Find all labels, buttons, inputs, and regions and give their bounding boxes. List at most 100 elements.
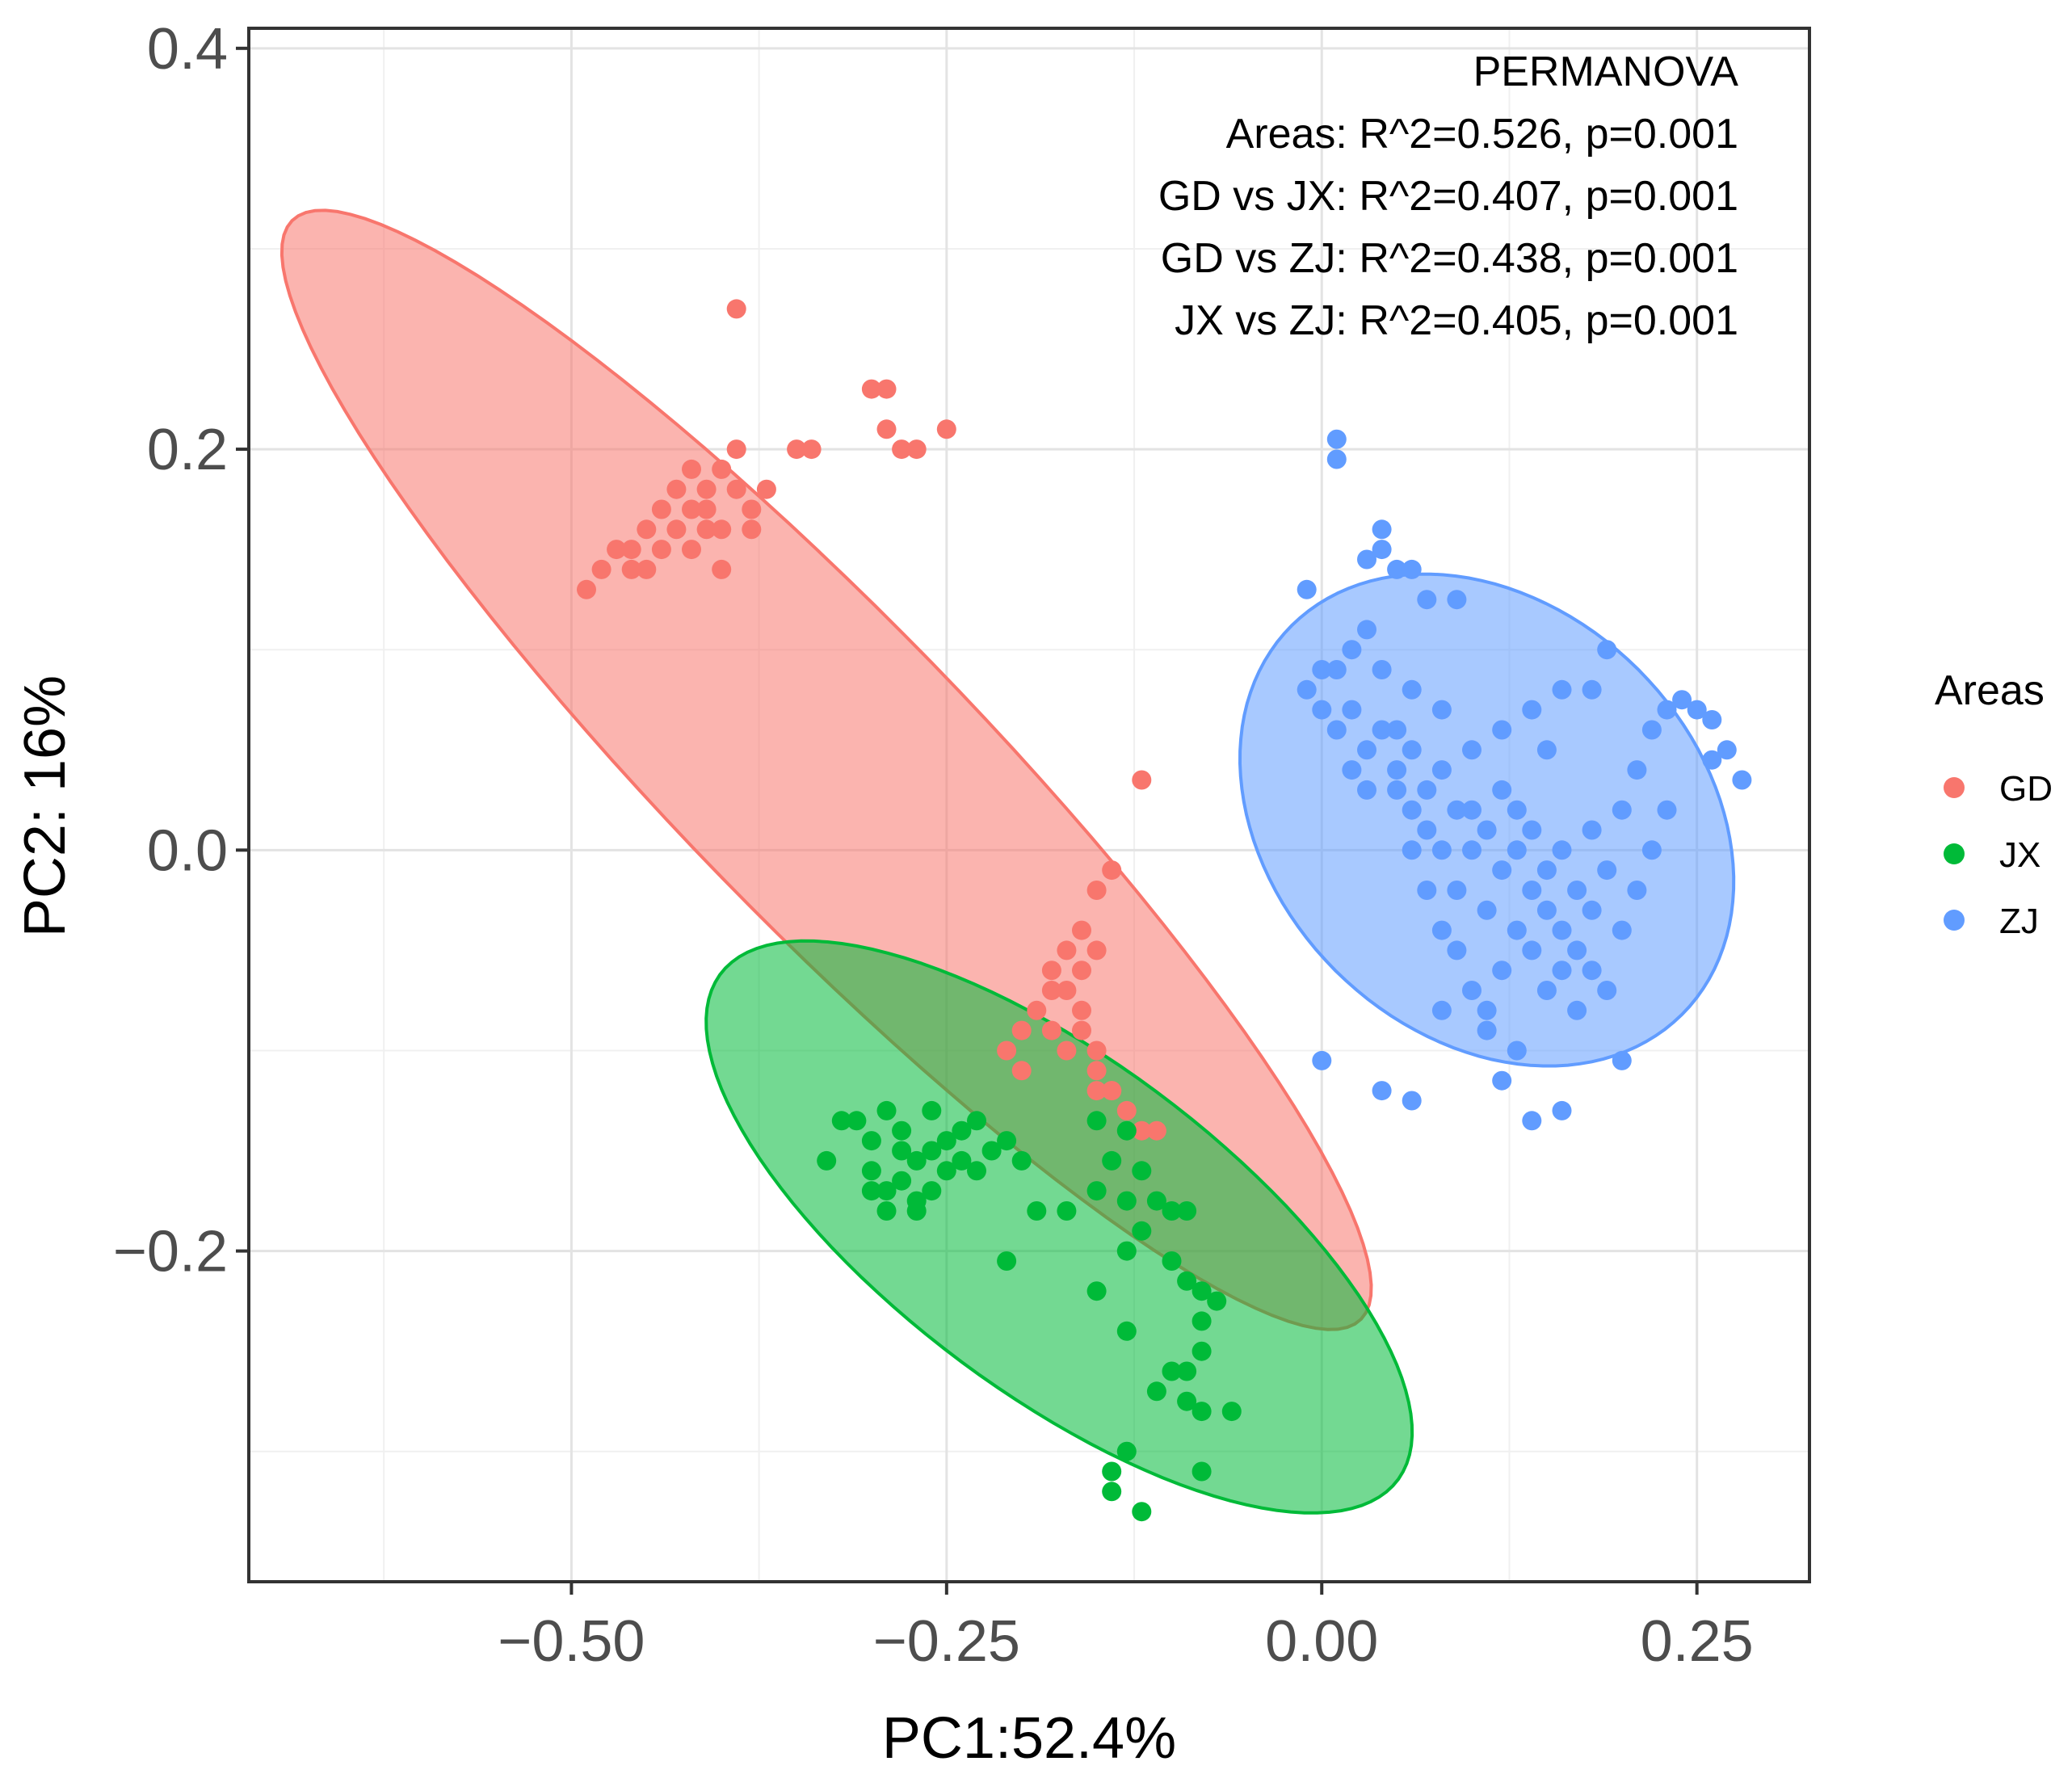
legend: Areas GD JX ZJ	[1935, 667, 2053, 941]
point-zj	[1372, 540, 1392, 560]
point-zj	[1567, 881, 1587, 900]
point-zj	[1326, 720, 1347, 740]
point-zj	[1657, 800, 1677, 820]
point-zj	[1431, 920, 1452, 940]
point-zj	[1507, 920, 1527, 940]
point-gd	[621, 559, 641, 579]
point-gd	[1086, 1081, 1107, 1101]
point-zj	[1387, 780, 1407, 800]
point-zj	[1522, 820, 1542, 840]
legend-label-zj: ZJ	[1999, 902, 2039, 941]
point-zj	[1536, 981, 1557, 1000]
point-gd	[1011, 1061, 1032, 1081]
point-zj	[1641, 720, 1662, 740]
point-gd	[1011, 1020, 1032, 1040]
point-jx	[981, 1141, 1002, 1161]
point-jx	[1221, 1402, 1242, 1422]
point-zj	[1387, 559, 1407, 579]
point-zj	[1402, 840, 1422, 860]
point-zj	[1447, 940, 1467, 961]
point-zj	[1417, 820, 1437, 840]
point-zj	[1431, 700, 1452, 720]
x-tick-label: 0.25	[1641, 1609, 1754, 1674]
point-zj	[1372, 660, 1392, 679]
point-gd	[742, 519, 762, 540]
point-gd	[712, 559, 732, 579]
point-jx	[922, 1100, 942, 1120]
point-zj	[1387, 720, 1407, 740]
point-jx	[1192, 1281, 1212, 1301]
ellipse-jx	[704, 939, 1414, 1515]
point-zj	[1536, 860, 1557, 881]
ellipse-zj	[1238, 572, 1736, 1068]
point-zj	[1567, 1000, 1587, 1020]
point-jx	[1146, 1381, 1166, 1402]
point-zj	[1431, 1000, 1452, 1020]
point-gd	[696, 519, 717, 540]
point-gd	[607, 540, 627, 560]
point-zj	[1552, 920, 1572, 940]
point-gd	[726, 479, 746, 499]
point-gd	[682, 540, 701, 560]
point-zj	[1582, 679, 1602, 700]
point-gd	[1116, 1100, 1137, 1120]
point-zj	[1402, 559, 1422, 579]
point-gd	[637, 559, 657, 579]
point-jx	[847, 1111, 867, 1131]
point-zj	[1387, 760, 1407, 780]
point-zj	[1702, 710, 1722, 729]
point-gd	[1041, 981, 1061, 1000]
point-jx	[861, 1131, 881, 1151]
point-gd	[1086, 1040, 1107, 1061]
annotation-line: Areas: R^2=0.526, p=0.001	[1226, 111, 1738, 158]
point-gd	[742, 499, 762, 519]
point-gd	[1027, 1000, 1047, 1020]
point-jx	[1011, 1150, 1032, 1171]
point-jx	[922, 1141, 942, 1161]
point-jx	[1192, 1461, 1212, 1482]
point-gd	[712, 459, 732, 479]
point-zj	[1492, 961, 1512, 981]
point-jx	[892, 1141, 912, 1161]
x-tick-label: −0.25	[873, 1609, 1020, 1674]
point-gd	[1102, 1081, 1122, 1101]
annotation-line: JX vs ZJ: R^2=0.405, p=0.001	[1175, 297, 1738, 344]
point-zj	[1357, 620, 1376, 640]
point-gd	[1132, 770, 1152, 790]
point-gd	[712, 519, 732, 540]
point-zj	[1522, 1111, 1542, 1131]
point-gd	[621, 540, 641, 560]
y-axis-title: PC2: 16%	[13, 675, 78, 937]
point-zj	[1552, 1100, 1572, 1120]
point-jx	[952, 1120, 972, 1141]
point-jx	[997, 1131, 1017, 1151]
point-zj	[1657, 700, 1677, 720]
legend-label-gd: GD	[1999, 769, 2053, 809]
x-tick-label: 0.00	[1265, 1609, 1378, 1674]
point-jx	[1177, 1201, 1197, 1221]
permanova-annotation: PERMANOVA Areas: R^2=0.526, p=0.001 GD v…	[1158, 48, 1738, 344]
point-jx	[1192, 1341, 1212, 1361]
point-gd	[591, 559, 612, 579]
point-gd	[1132, 1120, 1152, 1141]
point-zj	[1402, 679, 1422, 700]
point-zj	[1702, 750, 1722, 770]
point-zj	[1507, 840, 1527, 860]
panel-border	[247, 27, 1811, 1583]
point-zj	[1582, 820, 1602, 840]
point-jx	[1146, 1191, 1166, 1211]
point-zj	[1402, 800, 1422, 820]
point-zj	[1447, 800, 1467, 820]
point-gd	[651, 540, 671, 560]
point-zj	[1672, 690, 1692, 710]
legend-key-zj	[1944, 910, 1965, 931]
point-jx	[1162, 1361, 1182, 1381]
point-jx	[1162, 1251, 1182, 1271]
point-jx	[876, 1201, 897, 1221]
point-zj	[1492, 780, 1512, 800]
point-zj	[1417, 780, 1437, 800]
point-jx	[817, 1150, 837, 1171]
point-jx	[1132, 1161, 1152, 1181]
point-gd	[651, 499, 671, 519]
point-zj	[1492, 720, 1512, 740]
